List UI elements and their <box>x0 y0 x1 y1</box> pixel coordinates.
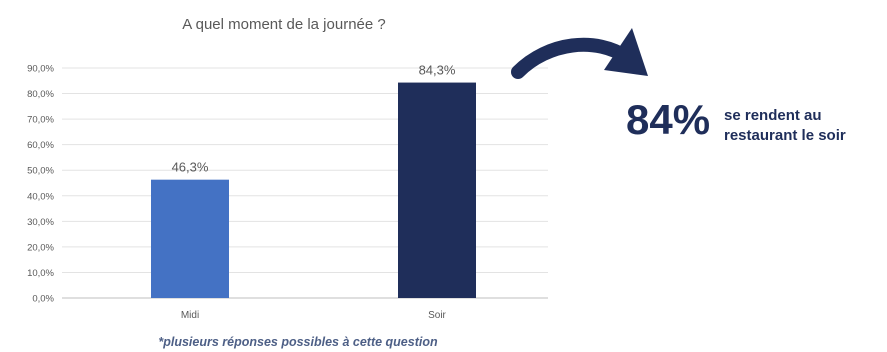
y-tick-label: 20,0% <box>27 242 54 253</box>
bar-midi <box>151 179 229 298</box>
callout-line-1: se rendent au <box>724 107 822 124</box>
bars <box>151 82 476 298</box>
category-label-midi: Midi <box>181 310 199 321</box>
data-labels: 46,3% 84,3% <box>172 63 456 175</box>
data-label-soir: 84,3% <box>419 63 456 78</box>
y-tick-label: 40,0% <box>27 191 54 202</box>
curved-arrow-icon <box>511 28 648 79</box>
y-tick-label: 90,0% <box>27 64 54 75</box>
y-tick-label: 80,0% <box>27 89 54 100</box>
y-tick-label: 60,0% <box>27 140 54 151</box>
y-tick-label: 50,0% <box>27 166 54 177</box>
y-tick-label: 70,0% <box>27 115 54 126</box>
category-label-soir: Soir <box>428 310 446 321</box>
callout-line-2: restaurant le soir <box>724 127 846 144</box>
y-axis-ticks: 0,0% 10,0% 20,0% 30,0% 40,0% 50,0% 60,0% 70,0% 8… <box>27 64 54 305</box>
y-tick-label: 30,0% <box>27 217 54 228</box>
footnote: *plusieurs réponses possibles à cette qu… <box>158 335 438 349</box>
bar-soir <box>398 82 476 298</box>
y-tick-label: 0,0% <box>32 294 54 305</box>
grid-lines <box>62 67 548 299</box>
x-axis-categories: Midi Soir <box>181 310 447 321</box>
callout-value: 84% <box>626 96 710 143</box>
y-tick-label: 10,0% <box>27 268 54 279</box>
data-label-midi: 46,3% <box>172 160 209 175</box>
chart-title: A quel moment de la journée ? <box>182 16 385 33</box>
